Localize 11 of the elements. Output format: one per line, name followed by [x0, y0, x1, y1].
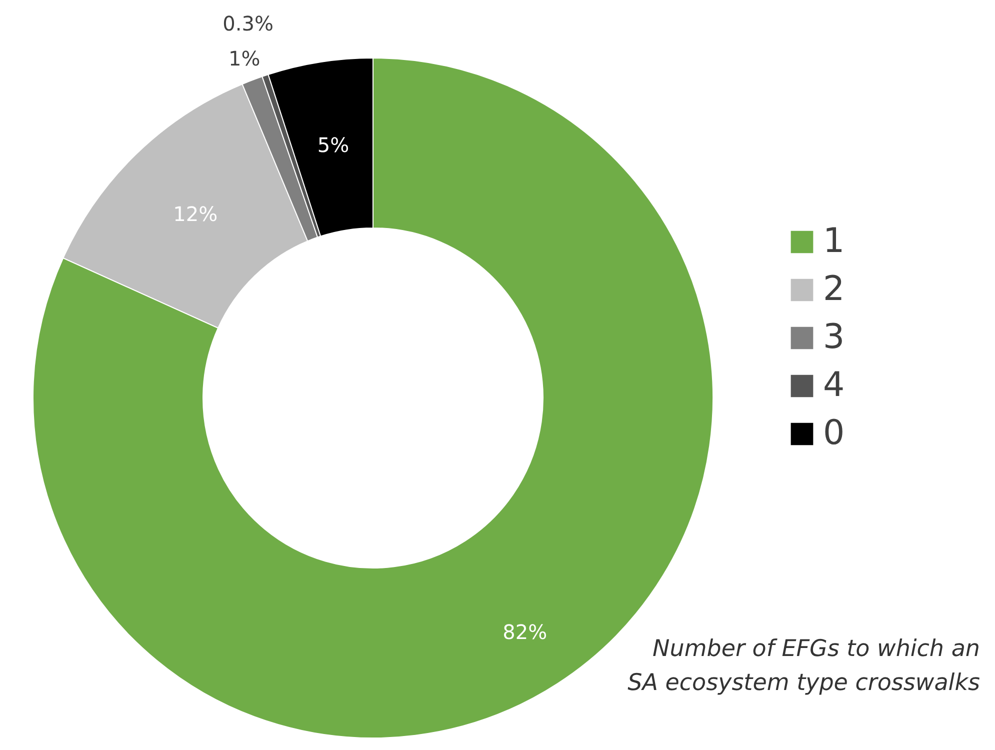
legend-label: 1	[823, 221, 845, 261]
legend-label: 3	[823, 317, 845, 357]
data-label: 1%	[228, 46, 260, 71]
data-label: 12%	[173, 202, 218, 226]
text: Number of EFGs to which an SA ecosystem type crosswalks	[628, 636, 980, 696]
legend-label: 4	[823, 365, 845, 405]
legend-label: 0	[823, 413, 845, 453]
data-label: 0.3%	[222, 11, 274, 36]
data-label: 5%	[317, 133, 350, 158]
data-label: 82%	[502, 620, 548, 644]
legend-label: 2	[823, 269, 845, 309]
